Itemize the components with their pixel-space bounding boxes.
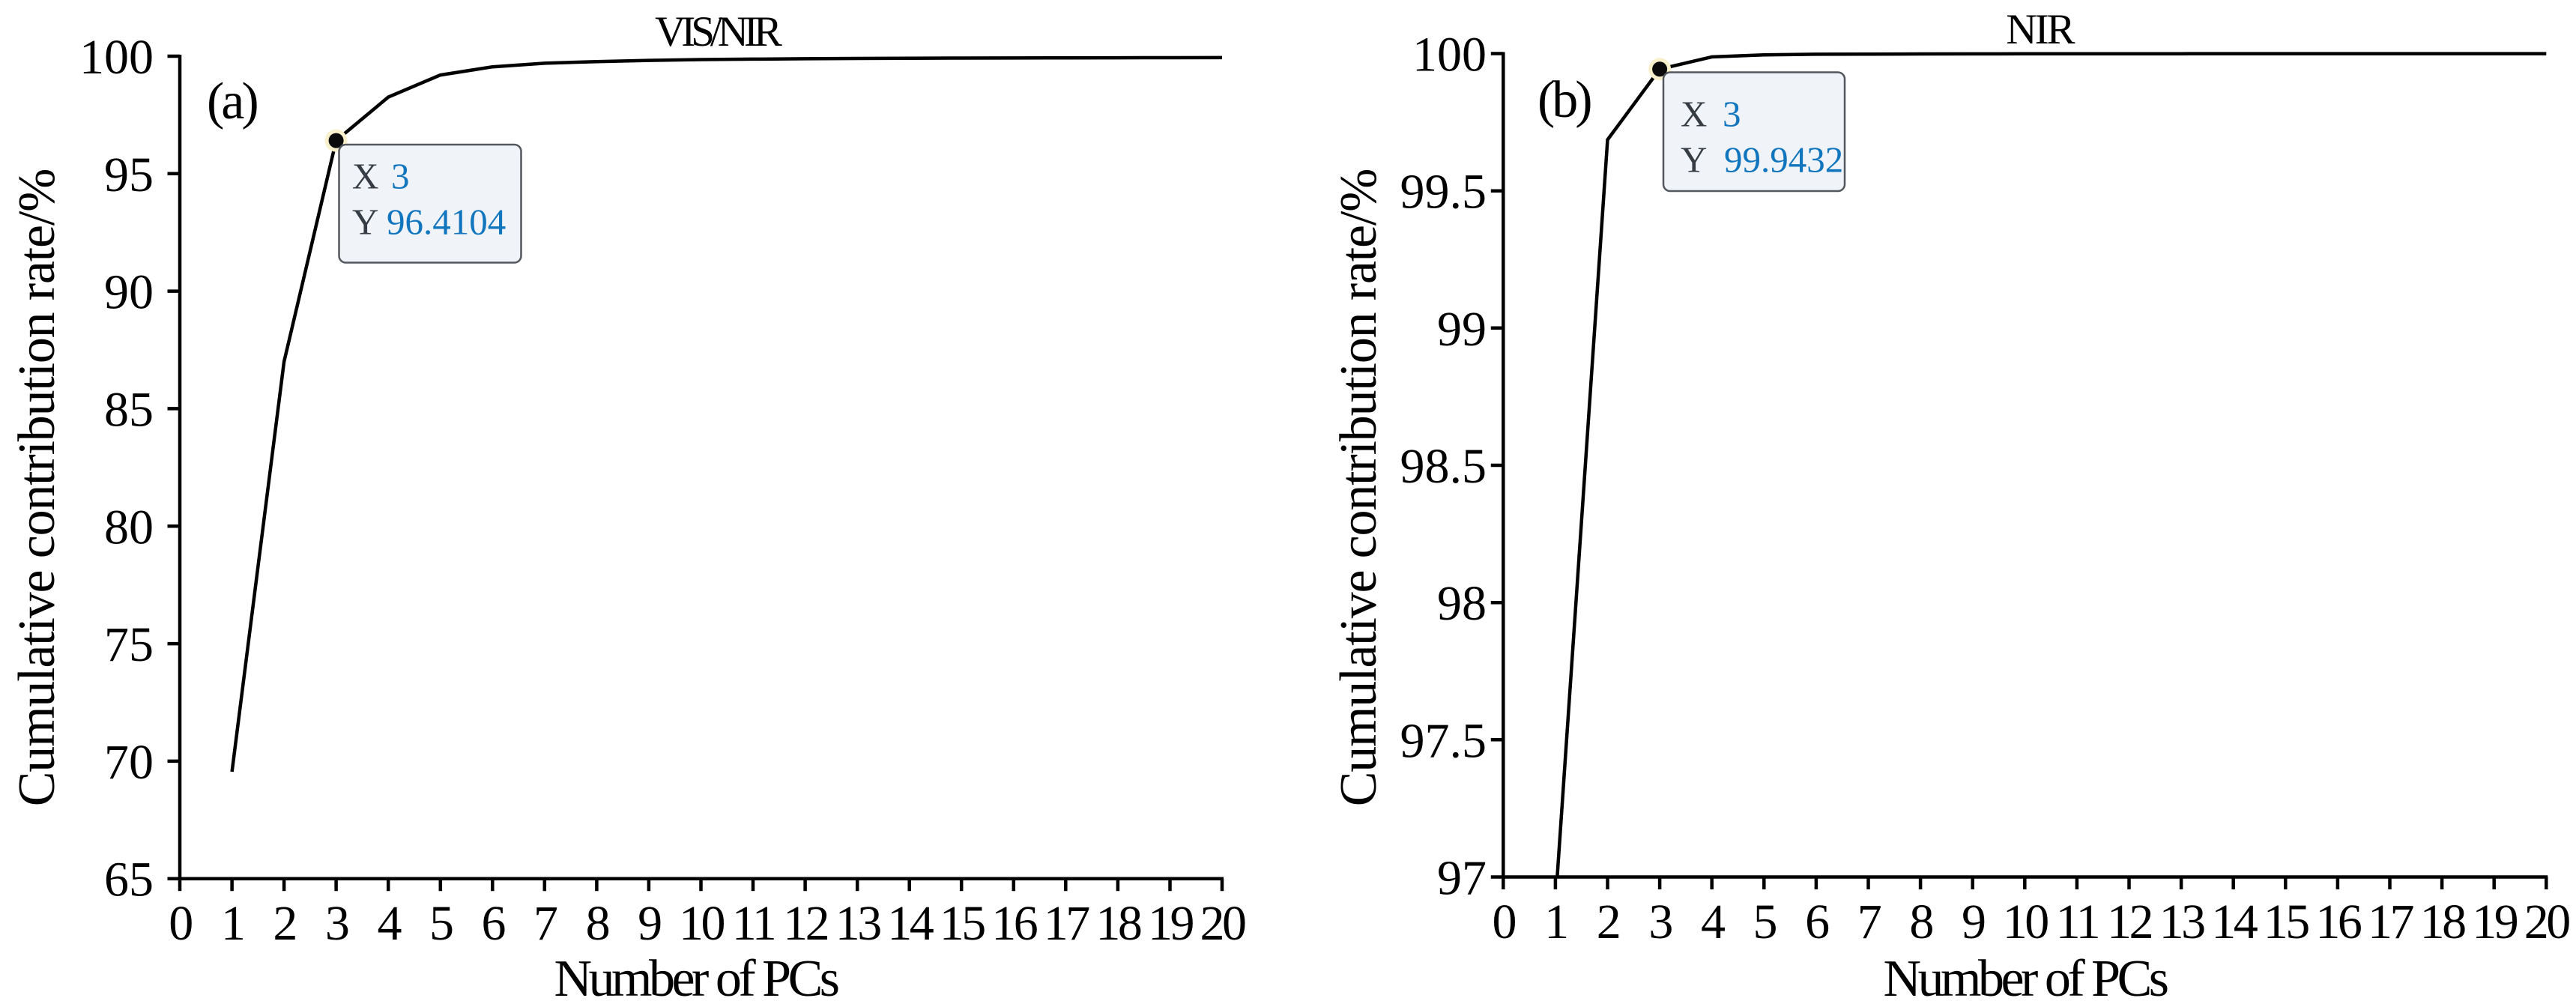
- svg-text:3: 3: [1723, 94, 1741, 135]
- svg-text:98: 98: [1437, 576, 1487, 631]
- svg-text:Number of PCs: Number of PCs: [554, 950, 838, 1007]
- svg-text:90: 90: [104, 265, 154, 320]
- svg-text:75: 75: [104, 617, 154, 672]
- svg-text:6: 6: [1805, 895, 1829, 949]
- svg-text:7: 7: [533, 896, 557, 951]
- svg-text:1: 1: [1544, 895, 1567, 949]
- svg-text:14: 14: [2211, 895, 2258, 949]
- svg-text:4: 4: [377, 896, 401, 951]
- svg-text:6: 6: [482, 896, 506, 951]
- svg-text:97.5: 97.5: [1400, 713, 1487, 768]
- svg-text:11: 11: [732, 896, 775, 951]
- svg-text:Cumulative contribution rate/%: Cumulative contribution rate/%: [8, 169, 66, 806]
- svg-text:96.4104: 96.4104: [387, 202, 506, 243]
- svg-text:X: X: [1681, 94, 1707, 135]
- svg-text:99.9432: 99.9432: [1724, 139, 1843, 181]
- svg-text:0: 0: [1493, 895, 1516, 949]
- svg-text:11: 11: [2056, 895, 2099, 949]
- svg-text:0: 0: [169, 896, 192, 951]
- svg-text:X: X: [352, 156, 378, 197]
- svg-text:14: 14: [887, 896, 934, 951]
- svg-text:100: 100: [1412, 28, 1487, 82]
- svg-text:16: 16: [2315, 895, 2362, 949]
- svg-text:99: 99: [1437, 302, 1487, 357]
- svg-text:Y: Y: [352, 202, 378, 243]
- svg-text:17: 17: [1044, 896, 1090, 951]
- svg-text:9: 9: [638, 896, 661, 951]
- svg-text:8: 8: [1909, 895, 1932, 949]
- svg-text:15: 15: [940, 896, 985, 951]
- svg-text:8: 8: [586, 896, 609, 951]
- svg-text:70: 70: [104, 735, 154, 790]
- svg-text:7: 7: [1857, 895, 1881, 949]
- svg-text:10: 10: [2003, 895, 2049, 949]
- svg-text:12: 12: [783, 896, 828, 951]
- svg-text:9: 9: [1962, 895, 1985, 949]
- svg-text:3: 3: [391, 156, 410, 197]
- svg-text:2: 2: [1597, 895, 1619, 949]
- svg-text:15: 15: [2264, 895, 2309, 949]
- svg-text:12: 12: [2107, 895, 2152, 949]
- svg-text:3: 3: [1648, 895, 1672, 949]
- svg-text:19: 19: [2472, 895, 2518, 949]
- svg-text:5: 5: [429, 896, 453, 951]
- svg-text:(a): (a): [207, 73, 257, 130]
- svg-text:VIS/NIR: VIS/NIR: [655, 8, 782, 55]
- svg-text:10: 10: [679, 896, 725, 951]
- svg-text:5: 5: [1753, 895, 1777, 949]
- svg-text:3: 3: [325, 896, 348, 951]
- svg-text:Number of PCs: Number of PCs: [1883, 950, 2167, 1007]
- svg-text:20: 20: [1200, 896, 1246, 951]
- svg-text:100: 100: [79, 30, 154, 85]
- svg-text:19: 19: [1148, 896, 1194, 951]
- svg-text:(b): (b): [1538, 71, 1591, 129]
- svg-text:2: 2: [273, 896, 295, 951]
- svg-text:65: 65: [104, 853, 154, 907]
- svg-text:20: 20: [2524, 895, 2570, 949]
- svg-text:98.5: 98.5: [1400, 439, 1487, 494]
- svg-text:85: 85: [104, 382, 154, 437]
- svg-text:18: 18: [2420, 895, 2466, 949]
- svg-text:80: 80: [104, 500, 154, 554]
- svg-text:17: 17: [2368, 895, 2414, 949]
- svg-text:NIR: NIR: [2006, 6, 2075, 53]
- svg-text:16: 16: [991, 896, 1038, 951]
- svg-text:4: 4: [1701, 895, 1725, 949]
- svg-text:95: 95: [104, 148, 154, 202]
- svg-text:18: 18: [1095, 896, 1141, 951]
- svg-text:13: 13: [835, 896, 881, 951]
- svg-text:Y: Y: [1681, 139, 1707, 181]
- svg-text:Cumulative contribution rate/%: Cumulative contribution rate/%: [1330, 169, 1388, 806]
- svg-text:97: 97: [1437, 851, 1487, 906]
- svg-text:99.5: 99.5: [1400, 165, 1487, 220]
- svg-text:13: 13: [2159, 895, 2205, 949]
- svg-text:1: 1: [221, 896, 244, 951]
